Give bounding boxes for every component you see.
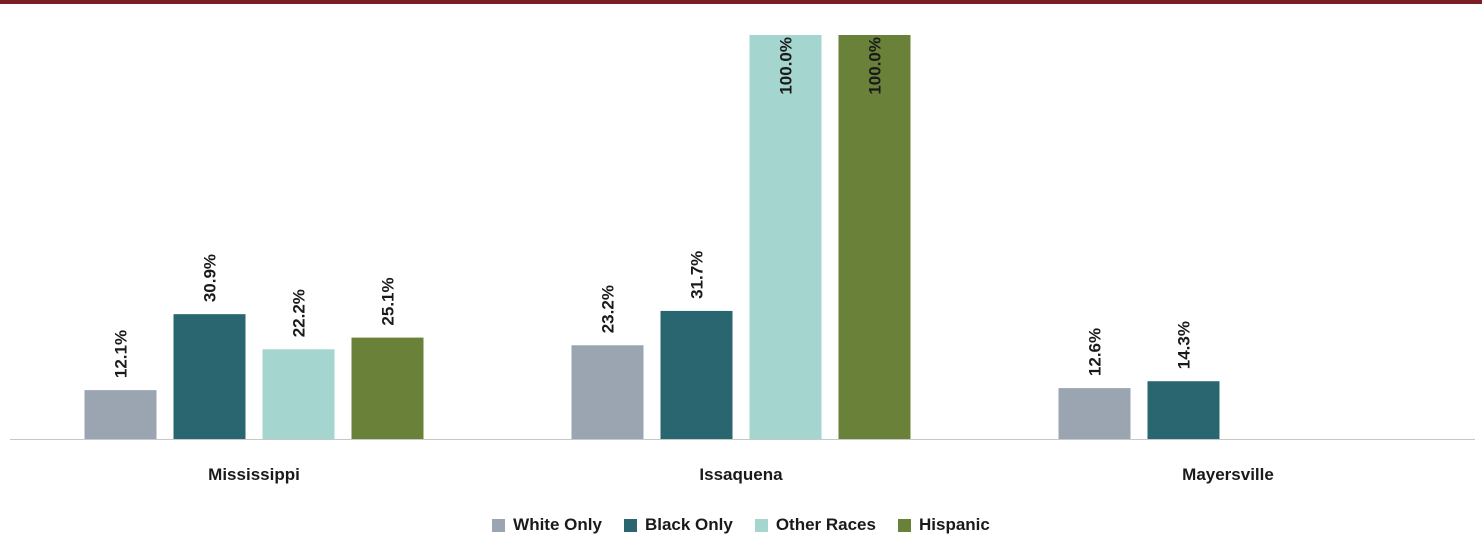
bar-issaquena-black-only xyxy=(660,310,733,439)
data-label-mayersville-black-only: 14.3% xyxy=(1175,321,1194,369)
legend-item-hispanic: Hispanic xyxy=(897,515,990,535)
category-label-mississippi: Mississippi xyxy=(208,465,300,484)
data-label-mississippi-hispanic: 25.1% xyxy=(379,277,398,325)
data-label-issaquena-hispanic: 100.0% xyxy=(866,37,885,95)
bar-mayersville-white-only xyxy=(1058,388,1131,439)
legend-swatch xyxy=(623,518,637,532)
bar-issaquena-white-only xyxy=(571,345,644,439)
legend-swatch xyxy=(754,518,768,532)
legend-label: White Only xyxy=(513,515,602,534)
legend-label: Other Races xyxy=(775,515,876,534)
legend-label: Hispanic xyxy=(918,515,990,534)
legend: White Only Black Only Other Races Hispan… xyxy=(0,512,1482,538)
legend-swatch xyxy=(492,518,506,532)
top-border-bar xyxy=(0,0,1482,4)
bar-mississippi-white-only xyxy=(84,390,157,439)
bar-issaquena-hispanic xyxy=(838,35,911,439)
data-label-mississippi-other-races: 22.2% xyxy=(290,289,309,337)
bar-mississippi-hispanic xyxy=(351,337,424,439)
legend-swatch xyxy=(897,518,911,532)
bar-mississippi-black-only xyxy=(173,314,246,439)
legend-item-black-only: Black Only xyxy=(623,515,733,535)
data-label-issaquena-other-races: 100.0% xyxy=(777,37,796,95)
data-label-mississippi-white-only: 12.1% xyxy=(112,330,131,378)
bar-issaquena-other-races xyxy=(749,35,822,439)
bar-mayersville-black-only xyxy=(1147,381,1220,439)
data-label-mayersville-white-only: 12.6% xyxy=(1086,328,1105,376)
legend-item-white-only: White Only xyxy=(492,515,602,535)
legend-item-other-races: Other Races xyxy=(754,515,876,535)
legend-label: Black Only xyxy=(644,515,733,534)
category-label-issaquena: Issaquena xyxy=(699,465,783,484)
data-label-issaquena-black-only: 31.7% xyxy=(688,251,707,299)
grouped-bar-chart: 12.1% 30.9% 22.2% 25.1% 23.2% 31.7% 100.0% 100.… xyxy=(10,35,1475,484)
data-label-mississippi-black-only: 30.9% xyxy=(201,254,220,302)
data-label-issaquena-white-only: 23.2% xyxy=(599,285,618,333)
bar-mississippi-other-races xyxy=(262,349,335,439)
category-label-mayersville: Mayersville xyxy=(1182,465,1274,484)
